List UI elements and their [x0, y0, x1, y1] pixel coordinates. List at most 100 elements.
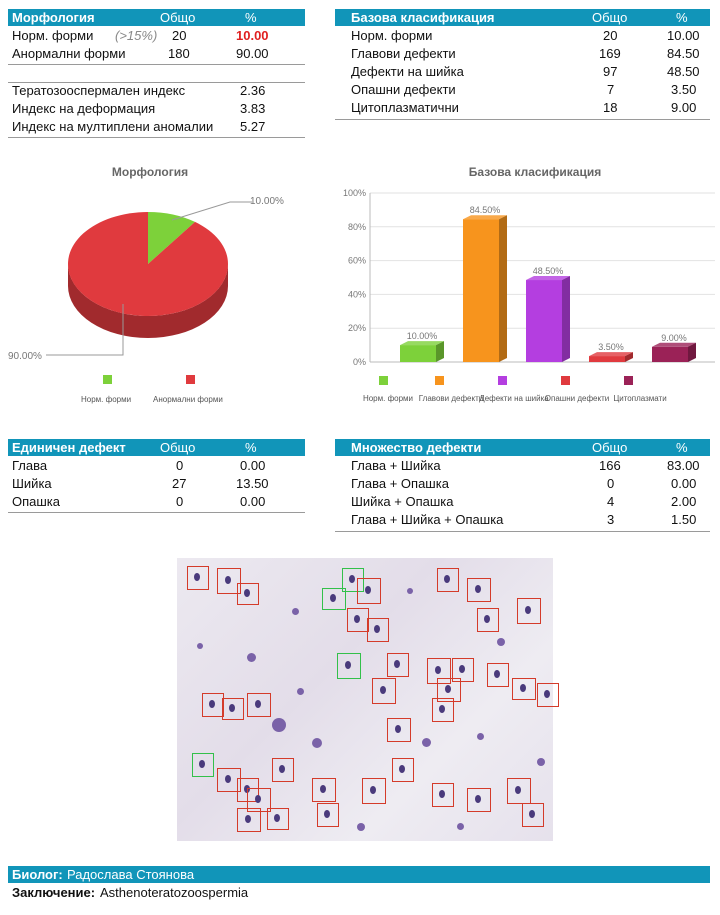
row-pct: 13.50 — [236, 476, 269, 491]
bar-data-label-2: 48.50% — [533, 266, 564, 276]
bar-top-3 — [589, 352, 633, 357]
sperm-cell — [365, 586, 371, 594]
conclusion-row: Заключение: Asthenoteratozoospermia — [8, 884, 710, 902]
divider — [335, 531, 710, 532]
bar-side-2 — [562, 276, 570, 362]
row-total: 18 — [603, 100, 618, 115]
bar-legend-swatch-2 — [498, 376, 507, 385]
base-bar-chart: 0% 20% 40% 60% 80% 100% 10.00% Норм. форми 84.50… — [343, 188, 715, 403]
detection-box — [217, 768, 241, 792]
bar-legend-swatch-0 — [379, 376, 388, 385]
background-cell — [357, 823, 365, 831]
index-value: 3.83 — [240, 101, 266, 116]
background-cell — [407, 588, 413, 594]
bar-2 — [526, 280, 562, 362]
detection-box — [437, 678, 461, 702]
detection-box — [192, 753, 214, 777]
sperm-cell — [484, 615, 490, 623]
row-pct: 0.00 — [240, 494, 266, 509]
conclusion-value: Asthenoteratozoospermia — [100, 885, 249, 900]
conclusion-label: Заключение: — [12, 885, 96, 900]
y-tick-label-1: 20% — [348, 323, 366, 333]
bar-legend-label-2: Дефекти на шийка — [479, 394, 549, 403]
index-value: 5.27 — [240, 119, 266, 134]
divider — [8, 512, 305, 513]
sperm-cell — [354, 615, 360, 623]
detection-box — [322, 588, 346, 610]
row-label: Шийка + Опашка — [351, 494, 454, 509]
base-col-pct: % — [676, 10, 688, 25]
detection-box — [217, 568, 241, 594]
row-pct: 48.50 — [667, 64, 700, 79]
sperm-cell — [255, 795, 261, 803]
detection-box — [237, 808, 261, 832]
sperm-cell — [525, 606, 531, 614]
bar-legend-swatch-4 — [624, 376, 633, 385]
row-pct: 3.50 — [671, 82, 697, 97]
bar-legend-label-1: Главови дефекти — [419, 394, 483, 403]
detection-box — [437, 568, 459, 592]
row-total: 180 — [168, 46, 190, 61]
pie-slice-1 — [68, 212, 229, 316]
divider — [8, 137, 305, 138]
pie-slice-side — [68, 264, 228, 338]
row-note: (>15%) — [115, 28, 158, 43]
row-label: Глава + Опашка — [351, 476, 449, 491]
biologist-label: Биолог: — [12, 867, 63, 882]
row-pct: 0.00 — [671, 476, 697, 491]
index-label: Индекс на деформация — [12, 101, 156, 116]
table-row: Анормални форми 180 90.00 — [8, 45, 305, 63]
multi-col-total: Общо — [592, 440, 628, 455]
bar-legend-label-4: Цитоплазмати — [613, 394, 666, 403]
divider — [8, 64, 305, 65]
morphology-col-pct: % — [245, 10, 257, 25]
table-row: Глава + Шийка 166 83.00 — [335, 457, 710, 475]
base-table-header: Базова класификация Общо % — [335, 9, 710, 26]
background-cell — [477, 733, 484, 740]
sperm-cell — [544, 690, 550, 698]
sperm-cell — [330, 594, 336, 602]
row-pct: 0.00 — [240, 458, 266, 473]
detection-box — [452, 658, 474, 682]
y-tick-label-2: 40% — [348, 289, 366, 299]
row-label: Норм. форми — [351, 28, 433, 43]
row-label: Анормални форми — [12, 46, 126, 61]
detection-box — [342, 568, 364, 592]
divider — [8, 82, 305, 83]
pie-leader-0 — [171, 201, 252, 221]
sperm-cell — [225, 775, 231, 783]
pie-data-label-0: 10.00% — [250, 196, 284, 207]
table-row: Главови дефекти 169 84.50 — [335, 45, 710, 63]
table-row: Опашни дефекти 7 3.50 — [335, 81, 710, 99]
sperm-cell — [209, 700, 215, 708]
detection-box — [237, 583, 259, 605]
sperm-cell — [199, 760, 205, 768]
row-pct: 9.00 — [671, 100, 697, 115]
bar-1 — [463, 219, 499, 362]
sperm-cell — [445, 685, 451, 693]
sperm-cell — [494, 670, 500, 678]
row-total: 166 — [599, 458, 621, 473]
table-row: Шийка 27 13.50 — [8, 475, 305, 493]
morphology-pie-chart: 10.00% 90.00% — [8, 196, 284, 362]
index-row: Тератозооспермален индекс 2.36 — [8, 82, 305, 100]
sperm-cell — [394, 660, 400, 668]
detection-box — [522, 803, 544, 827]
detection-box — [387, 653, 409, 677]
bar-legend-swatch-3 — [561, 376, 570, 385]
sperm-cell — [324, 810, 330, 818]
detection-box — [517, 598, 541, 624]
detection-box — [222, 698, 244, 720]
detection-box — [432, 783, 454, 807]
divider — [335, 119, 710, 120]
index-label: Тератозооспермален индекс — [12, 83, 186, 98]
single-table-header: Единичен дефект Общо % — [8, 439, 305, 456]
sperm-cell — [380, 686, 386, 694]
bar-legend-swatch-1 — [435, 376, 444, 385]
detection-box — [317, 803, 339, 827]
bar-side-4 — [688, 342, 696, 362]
morphology-col-total: Общо — [160, 10, 196, 25]
row-total: 20 — [603, 28, 618, 43]
row-label: Шийка — [12, 476, 52, 491]
multi-col-pct: % — [676, 440, 688, 455]
